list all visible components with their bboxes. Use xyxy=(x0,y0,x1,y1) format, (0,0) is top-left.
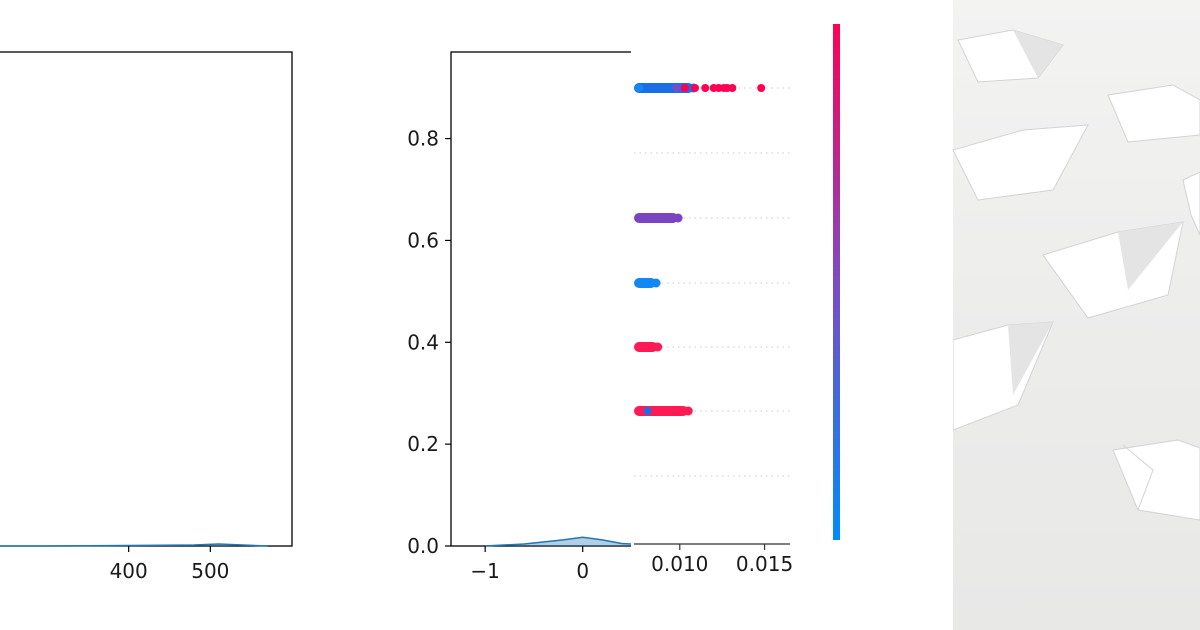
kde-panel-middle: −1 0 0.0 0.2 0.4 0.6 0.8 xyxy=(407,51,652,583)
beeswarm-point xyxy=(672,84,681,92)
panel-left-density-area xyxy=(0,544,268,546)
paper-boat-3 xyxy=(953,124,1089,201)
beeswarm-point xyxy=(683,406,693,416)
colorbar-gradient xyxy=(833,24,840,540)
beeswarm-xtick-label: 0.015 xyxy=(736,552,793,576)
panel-middle-xtick-label: −1 xyxy=(470,559,499,583)
beeswarm-point xyxy=(653,342,663,352)
beeswarm-point xyxy=(680,84,689,92)
panel-middle-ytick-label: 0.6 xyxy=(407,228,439,252)
paper-boat-7-fold xyxy=(1122,444,1154,511)
panel-middle-ytick-label: 0.2 xyxy=(407,432,439,456)
beeswarm-point xyxy=(643,407,652,415)
beeswarm-point-band xyxy=(634,213,679,223)
kde-panel-left: 400 500 xyxy=(0,51,293,583)
panel-middle-ytick-label: 0.0 xyxy=(407,534,439,558)
beeswarm-point xyxy=(691,84,700,92)
beeswarm-panel: 0.010 0.015 xyxy=(634,24,840,576)
beeswarm-background xyxy=(631,0,953,630)
panel-middle-xtick-label: 0 xyxy=(576,559,589,583)
beeswarm-point-band xyxy=(634,278,657,288)
beeswarm-point xyxy=(673,213,683,223)
panel-left-density-line xyxy=(0,543,268,547)
panel-middle-ytick-label: 0.4 xyxy=(407,330,439,354)
beeswarm-point xyxy=(728,84,737,92)
paper-boats-photo xyxy=(953,0,1200,630)
panel-middle-density-line xyxy=(485,536,652,547)
beeswarm-point xyxy=(635,84,644,92)
beeswarm-point xyxy=(757,84,766,92)
panel-middle-ytick-label: 0.8 xyxy=(407,127,439,151)
beeswarm-point xyxy=(701,84,710,92)
paper-boat-7 xyxy=(1112,439,1200,521)
panel-left-xtick-label: 400 xyxy=(110,559,148,583)
beeswarm-xtick-label: 0.010 xyxy=(651,552,708,576)
paper-boat-2 xyxy=(1107,84,1200,143)
beeswarm-point-band xyxy=(634,342,658,352)
panel-left-axes-frame xyxy=(0,51,293,547)
panel-left-xtick-label: 500 xyxy=(191,559,229,583)
beeswarm-point xyxy=(651,278,661,288)
panel-middle-axes-frame xyxy=(450,51,652,547)
paper-boat-4 xyxy=(1182,171,1200,236)
beeswarm-point-band xyxy=(634,406,689,416)
